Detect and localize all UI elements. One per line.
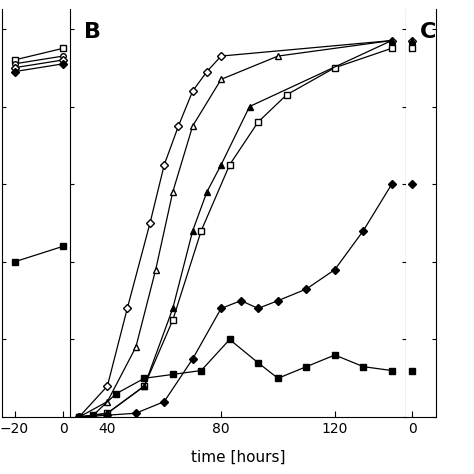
- Text: time [hours]: time [hours]: [191, 449, 285, 465]
- Text: B: B: [84, 22, 101, 42]
- Text: C: C: [419, 22, 436, 42]
